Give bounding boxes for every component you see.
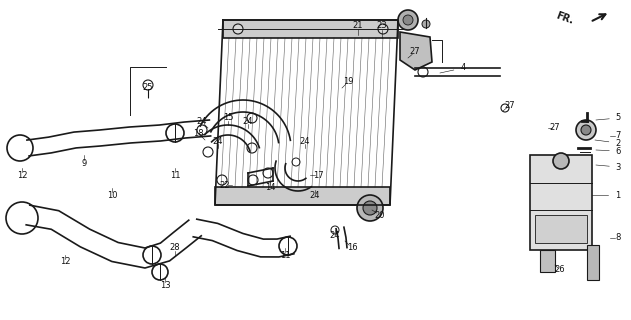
Text: 24: 24 (300, 138, 310, 147)
Text: FR.: FR. (555, 10, 575, 26)
Text: 8: 8 (615, 234, 621, 243)
Text: 23: 23 (377, 20, 387, 29)
Text: 20: 20 (375, 211, 386, 220)
Circle shape (581, 125, 591, 135)
Text: 28: 28 (170, 244, 180, 252)
Bar (535, 215, 587, 243)
Text: 18: 18 (192, 129, 203, 138)
Text: 24: 24 (197, 117, 207, 126)
Text: 3: 3 (615, 163, 621, 172)
Circle shape (422, 20, 430, 28)
Text: 6: 6 (615, 147, 621, 156)
Text: 2: 2 (615, 139, 621, 148)
Text: 7: 7 (615, 132, 621, 140)
Text: 4: 4 (461, 63, 466, 73)
Circle shape (363, 201, 377, 215)
Circle shape (576, 120, 596, 140)
Text: 15: 15 (223, 114, 233, 123)
Text: 1: 1 (615, 190, 621, 199)
Bar (587, 245, 599, 280)
Text: 19: 19 (343, 77, 353, 86)
Bar (578, 168, 588, 184)
Text: 5: 5 (615, 114, 621, 123)
Text: 27: 27 (505, 100, 516, 109)
Text: 11: 11 (280, 251, 290, 260)
Bar (540, 250, 555, 272)
Text: 11: 11 (170, 171, 180, 180)
Text: 9: 9 (81, 158, 86, 167)
Text: 12: 12 (17, 171, 27, 180)
Text: 21: 21 (353, 20, 363, 29)
Polygon shape (400, 32, 432, 70)
Text: 24: 24 (213, 138, 223, 147)
Text: 13: 13 (160, 281, 170, 290)
Circle shape (378, 24, 388, 34)
Bar (530, 155, 592, 250)
Circle shape (233, 24, 243, 34)
Circle shape (553, 153, 569, 169)
Text: 26: 26 (555, 266, 565, 275)
Text: 24: 24 (330, 230, 340, 239)
Text: 22: 22 (220, 180, 230, 189)
Text: 10: 10 (107, 190, 117, 199)
Polygon shape (215, 187, 390, 205)
Text: 24: 24 (243, 117, 253, 126)
Text: 17: 17 (313, 171, 323, 180)
Text: 27: 27 (410, 47, 420, 57)
Text: 25: 25 (143, 84, 153, 92)
Circle shape (403, 15, 413, 25)
Circle shape (357, 195, 383, 221)
Polygon shape (223, 20, 398, 38)
Text: 14: 14 (265, 183, 275, 193)
Text: 24: 24 (310, 190, 321, 199)
Text: 12: 12 (60, 258, 70, 267)
Text: 27: 27 (550, 124, 560, 132)
Text: 16: 16 (346, 244, 357, 252)
Circle shape (398, 10, 418, 30)
